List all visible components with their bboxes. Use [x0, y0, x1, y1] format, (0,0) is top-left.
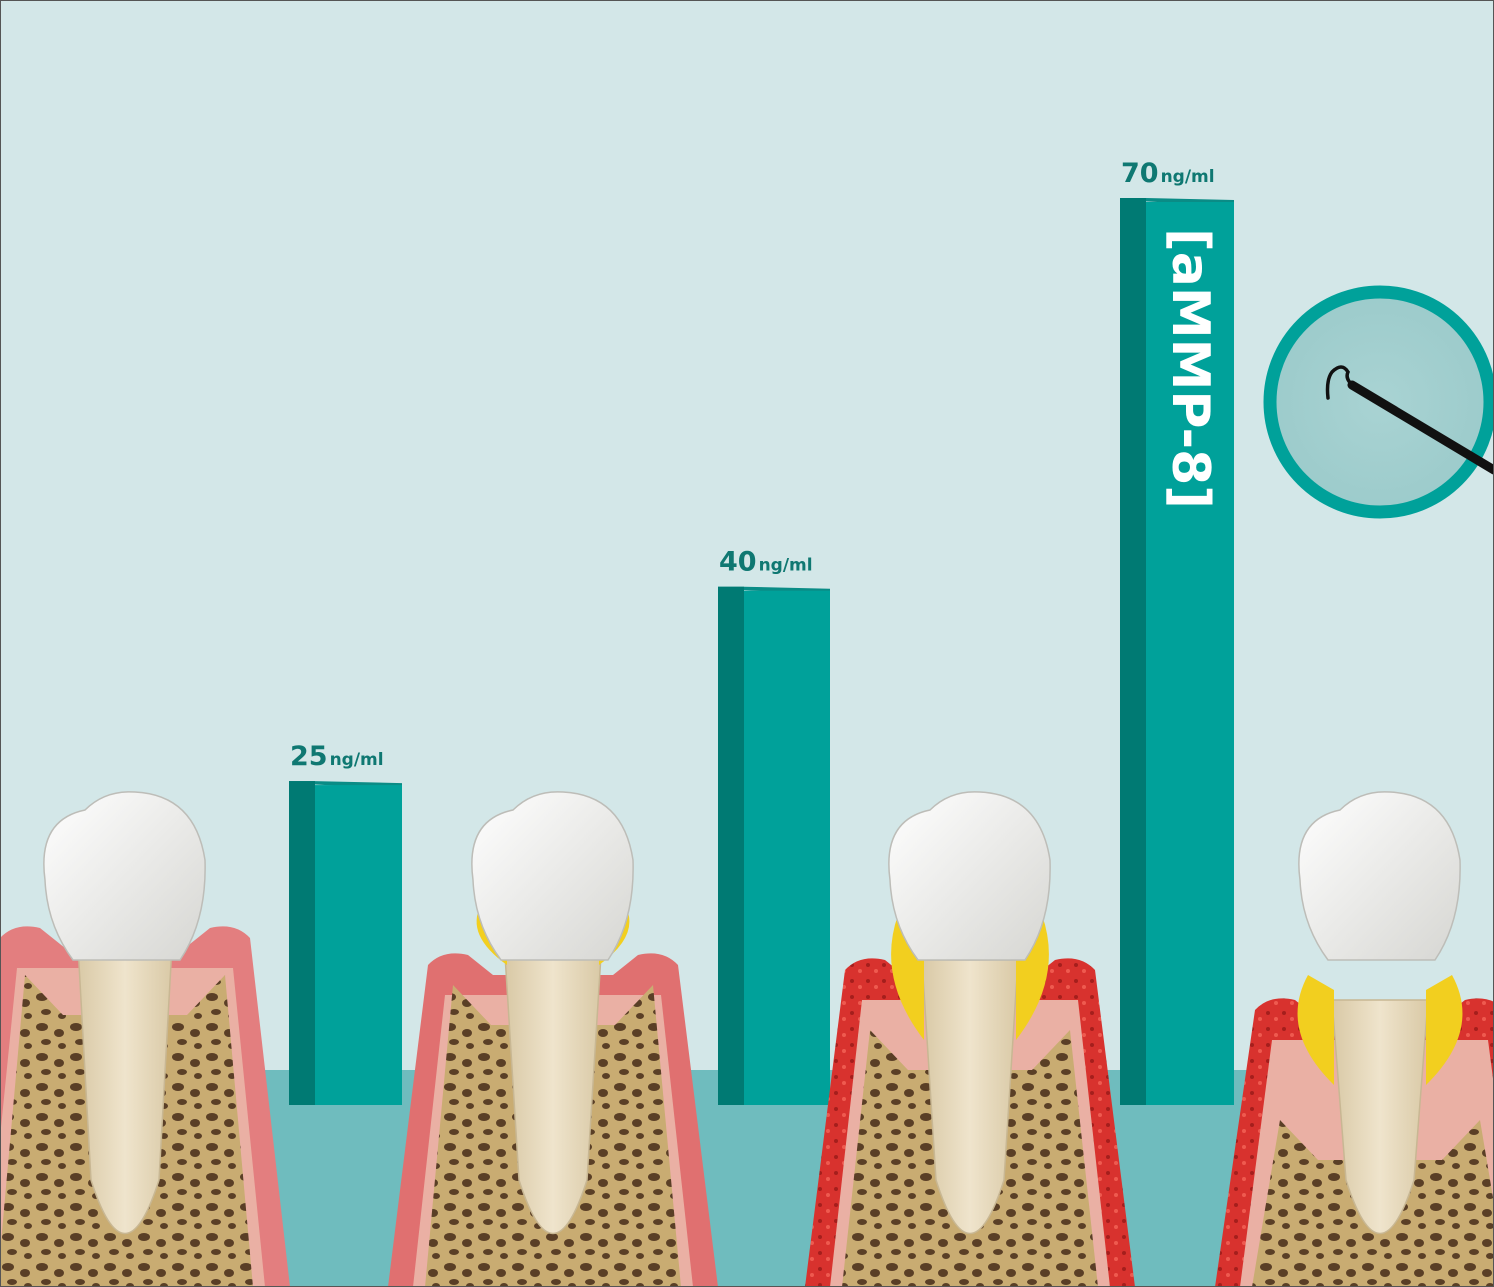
crown	[43, 791, 206, 961]
bar-2: 40 ng/ml	[718, 547, 830, 1105]
bar-1: 25 ng/ml	[289, 741, 402, 1105]
root	[76, 927, 174, 1235]
bar-side	[289, 781, 315, 1105]
bar-front	[315, 785, 402, 1105]
crown	[1298, 791, 1461, 961]
value-unit: ng/ml	[1161, 167, 1215, 187]
value-number: 70	[1121, 158, 1159, 189]
root	[921, 959, 1019, 1235]
bar-value-label: 25 ng/ml	[290, 741, 384, 772]
root	[1331, 999, 1429, 1235]
plaque	[1426, 975, 1463, 1085]
tooth-gingivitis	[388, 791, 718, 1287]
bar-front	[1146, 202, 1234, 1105]
bar-value-label: 40 ng/ml	[719, 547, 813, 578]
tooth-healthy	[0, 791, 290, 1287]
tooth-advanced periodontitis	[1215, 791, 1494, 1287]
series-label: [aMMP-8]	[1160, 228, 1220, 509]
bar-front	[744, 590, 830, 1105]
bar-3: 70 ng/ml [aMMP-8]	[1120, 158, 1234, 1105]
teeth-illustration	[0, 791, 1494, 1287]
value-unit: ng/ml	[759, 556, 813, 576]
crown	[471, 791, 634, 961]
value-number: 40	[719, 547, 757, 578]
crown	[888, 791, 1051, 961]
tooth-periodontitis	[805, 791, 1135, 1287]
root	[504, 954, 602, 1235]
value-unit: ng/ml	[330, 750, 384, 770]
dental-probe-icon	[1263, 285, 1494, 519]
bar-side	[1120, 198, 1146, 1105]
bar-side	[718, 586, 744, 1105]
bar-value-label: 70 ng/ml	[1121, 158, 1215, 189]
value-number: 25	[290, 741, 328, 772]
plaque	[1297, 975, 1334, 1085]
